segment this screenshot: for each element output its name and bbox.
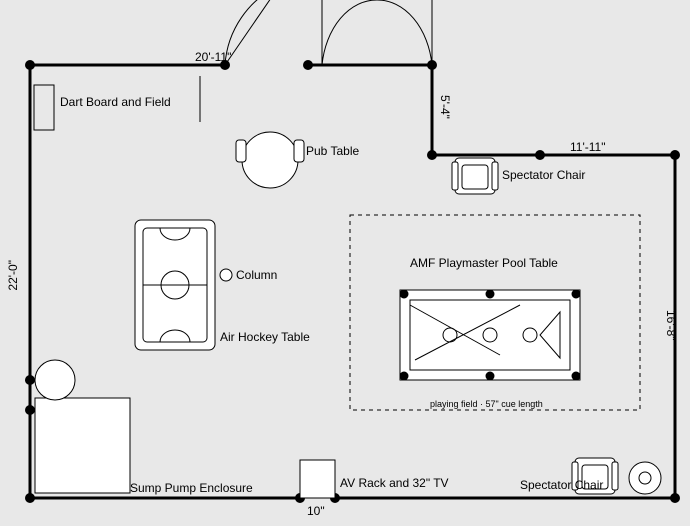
dim-right-upper: 5'-4" xyxy=(438,95,452,119)
ottoman-bl xyxy=(35,360,75,400)
label-sump: Sump Pump Enclosure xyxy=(130,481,253,495)
label-av: AV Rack and 32" TV xyxy=(340,476,449,490)
sump-pump xyxy=(35,398,130,493)
column xyxy=(220,269,232,281)
door-top xyxy=(225,0,280,65)
spectator-chair-tr xyxy=(452,158,498,194)
dim-top-left: 20'-11" xyxy=(195,50,231,64)
label-pool: AMF Playmaster Pool Table xyxy=(410,256,558,270)
air-hockey-table xyxy=(135,220,215,350)
double-door xyxy=(322,0,432,65)
dim-top-right: 11'-11" xyxy=(570,140,605,154)
label-pub: Pub Table xyxy=(306,144,359,158)
label-dart: Dart Board and Field xyxy=(60,95,171,109)
label-spectator-1: Spectator Chair xyxy=(502,168,585,182)
label-airhockey: Air Hockey Table xyxy=(220,330,310,344)
av-rack xyxy=(300,460,335,498)
pool-table xyxy=(400,290,580,380)
ottoman-br xyxy=(629,462,661,494)
pub-table xyxy=(236,132,304,188)
dim-right: 16'-8" xyxy=(664,310,678,341)
label-column: Column xyxy=(236,268,277,282)
dim-av-width: 10" xyxy=(307,504,325,518)
label-playfield: playing field · 57" cue length xyxy=(430,399,543,409)
dim-left: 22'-0" xyxy=(6,260,20,291)
floorplan-canvas xyxy=(0,0,690,526)
label-spectator-2: Spectator Chair xyxy=(520,478,603,492)
